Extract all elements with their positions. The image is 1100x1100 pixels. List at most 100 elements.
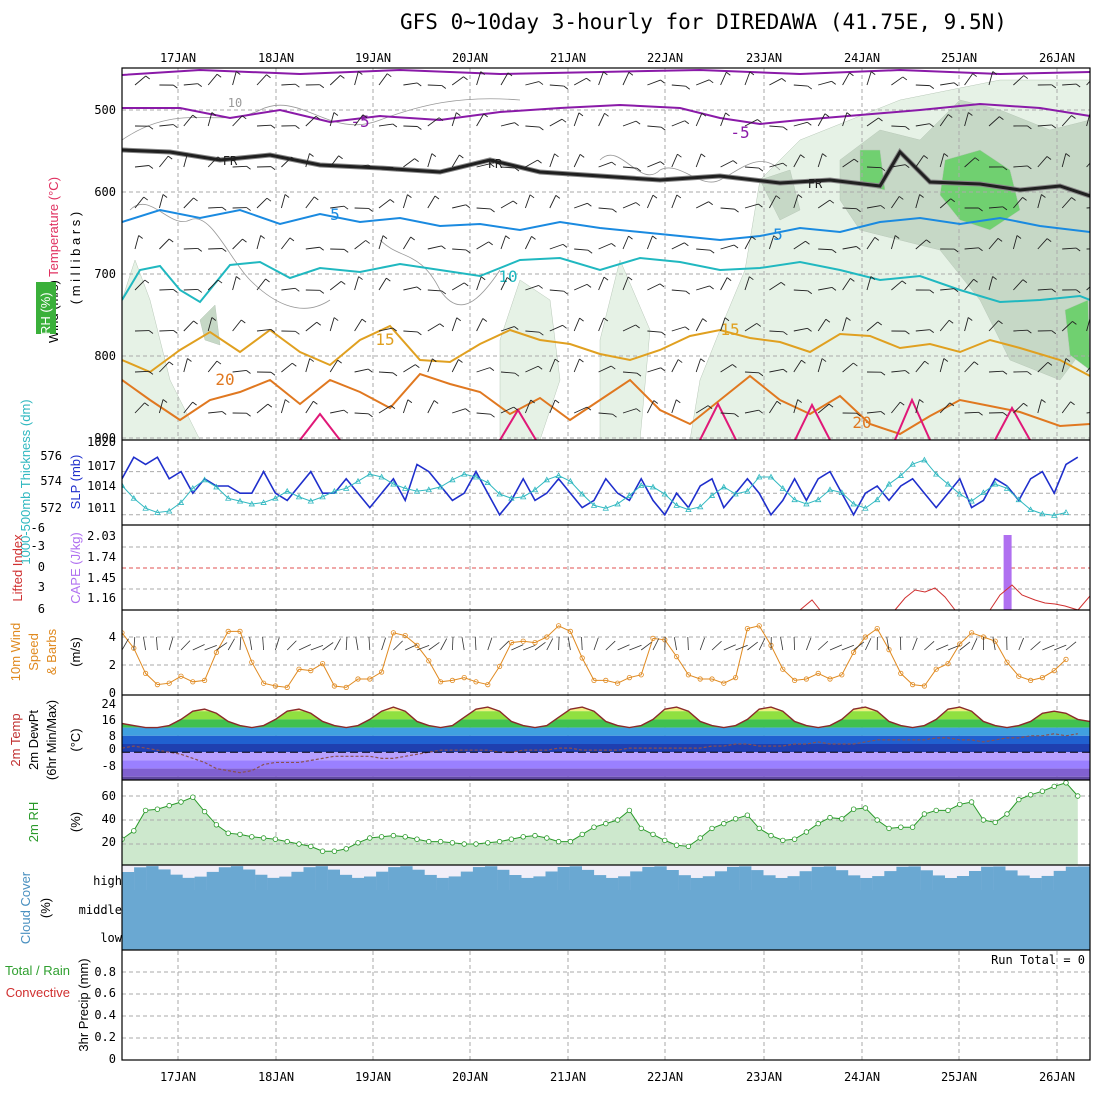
rh-point	[532, 832, 538, 839]
thickness-marker	[862, 504, 869, 511]
svg-text:800: 800	[94, 349, 116, 363]
contour-label: FR	[808, 177, 823, 191]
thickness-marker	[425, 486, 432, 493]
rh-point	[945, 807, 951, 814]
wind-speed-point	[154, 681, 160, 688]
lower-panels	[122, 440, 1090, 1060]
rh-point	[308, 843, 314, 850]
wind-speed-point	[178, 673, 184, 679]
thickness-marker	[130, 494, 137, 501]
svg-text:1.74: 1.74	[87, 550, 116, 564]
temperature-contour	[122, 208, 1090, 242]
wind-speed-point	[202, 677, 208, 684]
svg-text:-3: -3	[31, 539, 45, 553]
wind-speed-point	[296, 666, 302, 672]
svg-text:8: 8	[109, 729, 116, 743]
thickness-marker	[295, 493, 303, 500]
svg-text:0.2: 0.2	[94, 1030, 116, 1044]
wind-speed-point	[614, 680, 621, 686]
rh-point	[685, 843, 692, 850]
wind-speed-point	[308, 667, 314, 674]
contour-label: -5	[730, 123, 749, 142]
rh-shade	[599, 259, 651, 440]
rh-point	[142, 807, 149, 814]
dewpt-line	[122, 733, 1078, 774]
contour-label: 10	[498, 267, 517, 286]
wind-speed-point	[591, 677, 597, 684]
wind-speed-point	[945, 660, 951, 667]
wind-speed-point	[355, 676, 361, 682]
rh-point	[626, 807, 633, 814]
thickness-marker	[697, 503, 704, 510]
rh-point	[791, 836, 798, 842]
wind-speed-point	[827, 676, 833, 682]
thickness-marker	[956, 490, 963, 497]
rh-point	[721, 820, 727, 827]
thickness-marker	[366, 470, 373, 477]
wind-speed-point	[992, 638, 998, 644]
slp-line	[122, 456, 1079, 517]
wind-speed-point	[626, 674, 633, 681]
wind-speed-point	[1028, 677, 1034, 684]
wind-speed-point	[378, 669, 385, 675]
thickness-marker	[225, 494, 232, 501]
svg-text:1.45: 1.45	[87, 571, 116, 585]
svg-text:1020: 1020	[87, 435, 116, 449]
wind-speed-point	[650, 635, 656, 642]
svg-text:high: high	[93, 874, 122, 888]
svg-text:700: 700	[94, 267, 116, 281]
wind-speed-point	[437, 679, 444, 685]
svg-text:Lifted Index: Lifted Index	[10, 534, 25, 602]
thickness-marker	[708, 492, 716, 498]
rh-point	[815, 820, 821, 827]
rh-shade	[122, 259, 201, 440]
thickness-marker	[543, 476, 550, 483]
wind-speed-point	[603, 677, 609, 684]
thickness-marker	[685, 506, 692, 513]
svg-text:CAPE (J/kg): CAPE (J/kg)	[68, 532, 83, 604]
date-label-bottom: 20JAN	[452, 1070, 488, 1084]
wind-speed-point	[709, 676, 715, 682]
rh-point	[178, 799, 184, 805]
thickness-marker	[319, 493, 326, 500]
rh-line	[122, 782, 1079, 852]
thickness-marker	[590, 502, 598, 508]
wind-speed-point	[898, 670, 904, 677]
thickness-marker	[354, 477, 362, 484]
thickness-marker	[791, 496, 798, 503]
wind-speed-point	[1039, 674, 1046, 681]
rh-point	[768, 832, 774, 839]
wind-speed-point	[862, 634, 869, 640]
thickness-marker	[732, 490, 739, 497]
wind-speed-point	[803, 676, 810, 682]
run-total: Run Total = 0	[991, 953, 1085, 967]
svg-text:1000-500mb Thickness (dm): 1000-500mb Thickness (dm)	[18, 399, 33, 564]
rh-point	[567, 838, 574, 845]
svg-text:Speed: Speed	[26, 633, 41, 671]
thickness-marker	[343, 485, 350, 491]
temperature-contour	[122, 256, 1090, 304]
rh-point	[638, 825, 644, 832]
svg-text:60: 60	[102, 789, 116, 803]
rh-point	[886, 825, 892, 832]
thickness-marker	[236, 497, 244, 504]
thickness-marker	[673, 502, 680, 508]
wind-speed-point	[1063, 656, 1069, 663]
wind-speed-point	[473, 679, 479, 685]
date-label-top: 24JAN	[844, 51, 880, 65]
date-label-top: 21JAN	[550, 51, 586, 65]
rh-point	[732, 816, 739, 822]
rh-point	[909, 824, 916, 830]
rh-point	[544, 835, 550, 841]
thickness-marker	[284, 487, 291, 494]
wind-speed-point	[390, 630, 396, 636]
wind-speed-point	[839, 672, 845, 678]
thickness-marker	[189, 485, 196, 491]
thickness-marker	[437, 483, 444, 490]
svg-text:low: low	[100, 931, 122, 945]
upper-air-panel: -5 -5 FR FR FR 5 5 10 15 15 20 20 10	[122, 68, 1090, 440]
rh-point	[579, 831, 585, 838]
temperature-contour	[122, 372, 1090, 436]
contour-label: 20	[852, 413, 871, 432]
chart-title: GFS 0~10day 3-hourly for DIREDAWA (41.75…	[400, 10, 1007, 34]
